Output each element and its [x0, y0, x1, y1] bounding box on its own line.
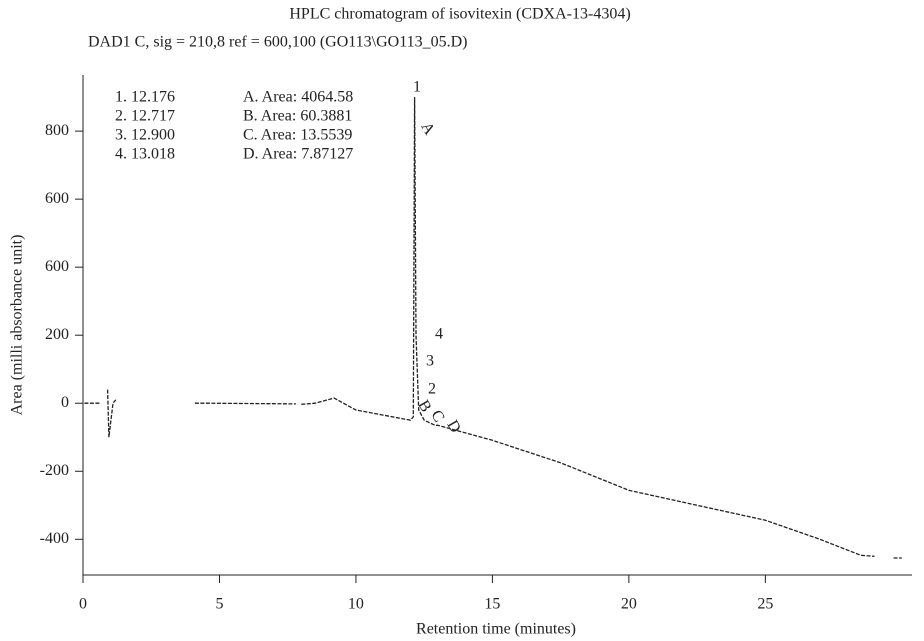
area-marker: A [417, 119, 438, 138]
x-tick-label: 0 [79, 596, 87, 613]
peak-time: 3. 12.900 [115, 127, 175, 144]
peak-area: B. Area: 60.3881 [243, 108, 352, 125]
y-tick-label: -400 [40, 530, 69, 547]
peak-time: 2. 12.717 [115, 108, 175, 125]
x-tick-label: 25 [757, 596, 773, 613]
x-tick-label: 20 [621, 596, 637, 613]
y-tick-label: 600 [45, 258, 69, 275]
chart-subtitle: DAD1 C, sig = 210,8 ref = 600,100 (GO113… [88, 34, 468, 51]
peak-area: A. Area: 4064.58 [243, 89, 353, 106]
x-axis-label: Retention time (minutes) [416, 621, 576, 638]
y-tick-label: 800 [45, 122, 69, 139]
peak-area: D. Area: 7.87127 [243, 146, 353, 163]
peak-marker: 4 [435, 326, 443, 343]
area-marker: C [427, 407, 447, 425]
y-tick-label: 0 [61, 394, 69, 411]
chart-title: HPLC chromatogram of isovitexin (CDXA-13… [289, 6, 630, 23]
y-tick-label: 600 [45, 190, 69, 207]
x-tick-label: 15 [484, 596, 500, 613]
x-tick-label: 5 [215, 596, 223, 613]
y-tick-label: -200 [40, 462, 69, 479]
peak-marker: 3 [426, 353, 434, 370]
peak-area: C. Area: 13.5539 [243, 127, 352, 144]
peak-marker: 2 [428, 381, 436, 398]
peak-time: 1. 12.176 [115, 89, 175, 106]
peak-time: 4. 13.018 [115, 146, 175, 163]
y-axis-label: Area (milli absorbance unit) [9, 235, 26, 416]
area-marker: D [443, 417, 464, 436]
trace [84, 97, 902, 559]
x-tick-label: 10 [348, 596, 364, 613]
peak-marker: 1 [413, 79, 421, 96]
y-tick-label: 200 [45, 326, 69, 343]
